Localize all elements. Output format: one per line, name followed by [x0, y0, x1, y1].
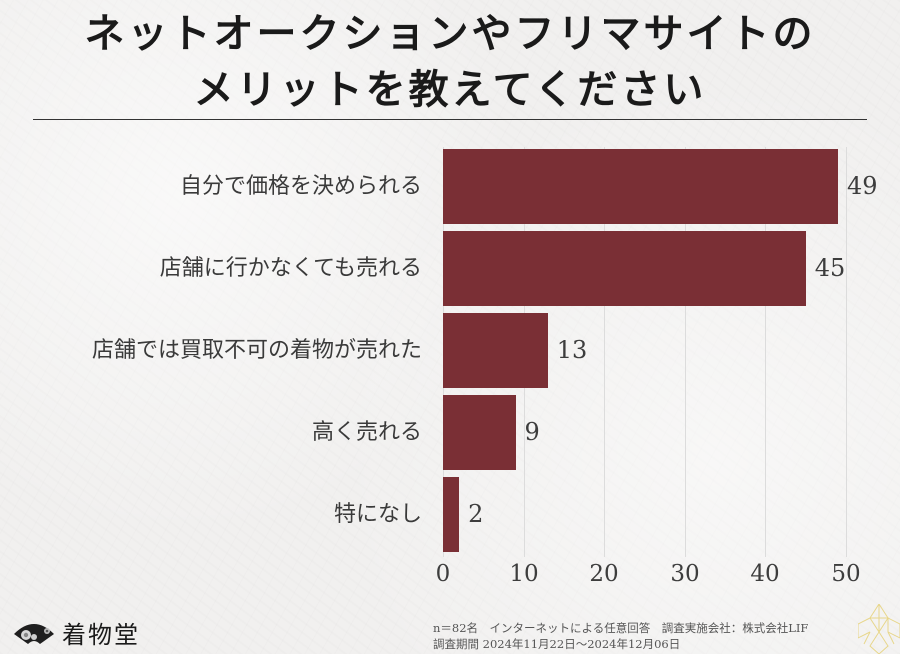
title-divider [33, 119, 867, 120]
bar [443, 231, 806, 306]
bar [443, 313, 548, 388]
x-tick: 10 [509, 561, 539, 587]
survey-footnote: n＝82名 インターネットによる任意回答 調査実施会社：株式会社LIF 調査期間… [433, 620, 808, 652]
chart-title: ネットオークションやフリマサイトの メリットを教えてください [0, 6, 900, 118]
bar [443, 395, 516, 470]
gridline-40 [765, 147, 766, 557]
bar [443, 477, 460, 552]
x-tick: 0 [435, 561, 451, 587]
value-label: 2 [468, 500, 484, 528]
x-tick: 20 [589, 561, 619, 587]
gridline-30 [685, 147, 686, 557]
x-tick: 30 [670, 561, 700, 587]
chart-title-line1: ネットオークションやフリマサイトの [84, 10, 816, 57]
bar [443, 149, 838, 224]
x-tick: 50 [831, 561, 861, 587]
value-label: 45 [814, 254, 846, 282]
folding-fan-icon [14, 623, 54, 644]
footnote-line1: n＝82名 インターネットによる任意回答 調査実施会社：株式会社LIF [433, 621, 809, 635]
x-tick: 40 [750, 561, 780, 587]
category-label: 高く売れる [311, 420, 422, 445]
footnote-line2: 調査期間 2024年11月22日～2024年12月06日 [433, 637, 681, 651]
category-label: 特になし [333, 502, 422, 527]
value-label: 49 [846, 172, 878, 200]
brand-logo: 着物堂 [12, 615, 140, 650]
gridline-50 [846, 147, 847, 557]
asanoha-pattern-icon [858, 604, 900, 654]
brand-name: 着物堂 [62, 621, 140, 649]
gridline-20 [604, 147, 605, 557]
category-label: 店舗に行かなくても売れる [159, 256, 422, 281]
value-label: 13 [556, 336, 588, 364]
value-label: 9 [524, 418, 540, 446]
category-label: 自分で価格を決められる [179, 174, 422, 199]
category-label: 店舗では買取不可の着物が売れた [91, 338, 422, 363]
chart-title-line2: メリットを教えてください [193, 66, 707, 113]
